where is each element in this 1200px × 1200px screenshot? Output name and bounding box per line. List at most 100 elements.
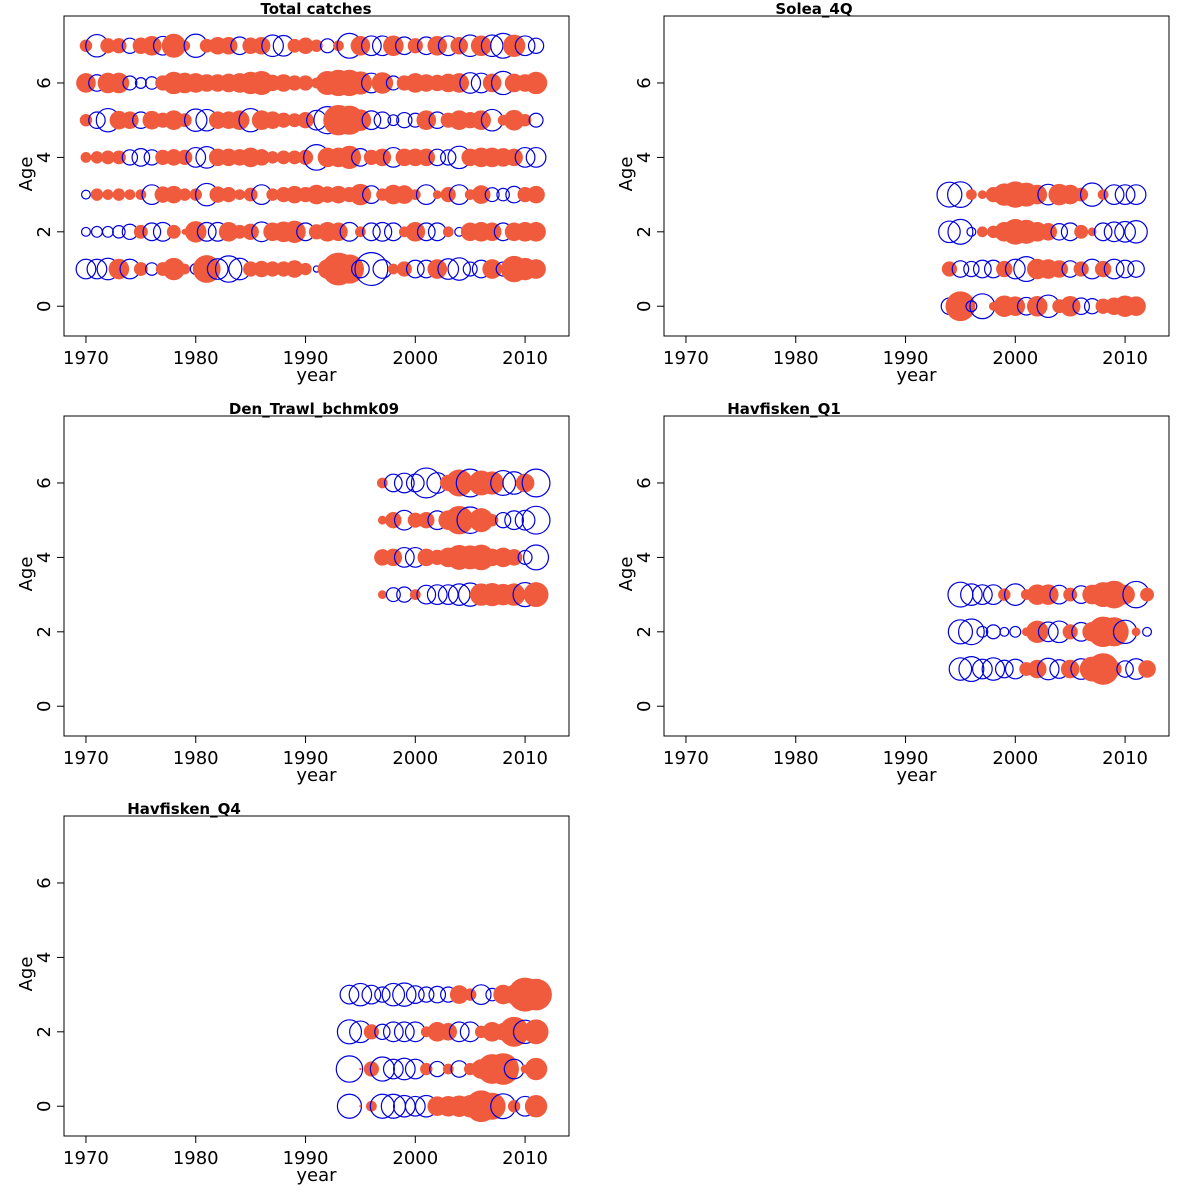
bubble-negative xyxy=(405,985,425,1004)
bubble-negative xyxy=(361,984,382,1005)
bubble-positive xyxy=(100,150,115,165)
bubble-negative xyxy=(484,187,500,203)
y-tick-label: 2 xyxy=(34,1026,55,1037)
y-tick-label: 2 xyxy=(34,226,55,237)
x-tick-label: 2010 xyxy=(1102,348,1148,369)
bubble-positive xyxy=(502,34,526,57)
bubble-negative xyxy=(261,34,284,58)
bubble-positive xyxy=(1138,660,1156,678)
bubble-positive xyxy=(463,988,477,1001)
bubble-positive xyxy=(142,110,162,130)
bubble-positive xyxy=(263,111,282,129)
bubble-negative xyxy=(383,473,403,493)
bubble-positive xyxy=(242,223,259,241)
y-tick-label: 6 xyxy=(34,77,55,88)
bubble-negative xyxy=(428,148,447,167)
bubble-negative xyxy=(361,110,382,131)
bubble-positive xyxy=(253,149,270,166)
bubble-negative xyxy=(339,984,360,1005)
x-tick-label: 1990 xyxy=(283,748,329,769)
bubble-negative xyxy=(528,112,544,128)
bubble-positive xyxy=(526,259,546,279)
bubble-negative xyxy=(1093,222,1113,242)
bubble-positive xyxy=(499,1016,529,1047)
bubble-positive xyxy=(449,985,469,1004)
bubble-positive xyxy=(444,505,474,535)
bubble-positive xyxy=(348,71,373,95)
x-tick-label: 2010 xyxy=(502,748,548,769)
bubble-negative xyxy=(362,222,381,242)
x-axis-label: year xyxy=(896,365,937,386)
x-tick-label: 2010 xyxy=(502,348,548,369)
bubble-negative xyxy=(994,659,1014,679)
bubble-negative xyxy=(490,469,517,496)
bubble-negative xyxy=(938,220,961,244)
bubble-positive xyxy=(524,1057,548,1081)
bubble-negative xyxy=(1103,221,1125,243)
bubble-positive xyxy=(253,260,270,278)
x-tick-label: 2010 xyxy=(502,1148,548,1169)
bubble-negative xyxy=(426,584,448,606)
bubble-negative xyxy=(381,982,406,1007)
bubble-positive xyxy=(976,226,988,238)
bubble-positive xyxy=(482,259,502,279)
bubble-negative xyxy=(470,984,492,1006)
bubble-negative xyxy=(1103,184,1125,206)
bubble-positive xyxy=(218,222,239,242)
bubble-positive xyxy=(471,185,491,204)
bubble-positive xyxy=(163,110,184,130)
bubble-layer xyxy=(374,467,551,608)
y-tick-label: 4 xyxy=(634,152,655,163)
x-tick-label: 2000 xyxy=(392,1148,438,1169)
y-tick-label: 6 xyxy=(34,877,55,888)
bubble-positive xyxy=(945,291,976,322)
bubble-negative xyxy=(369,1093,395,1119)
bubble-negative xyxy=(440,149,457,166)
bubble-positive xyxy=(363,1061,379,1077)
bubble-negative xyxy=(75,258,97,280)
bubble-positive xyxy=(112,188,126,201)
bubble-positive xyxy=(133,262,148,276)
chart-panel-5: Havfisken_Q4 1970 1980 1990 2000 2010 0 2 4 6 year… xyxy=(16,800,570,1186)
x-tick-label: 1970 xyxy=(663,748,709,769)
x-tick-label: 1990 xyxy=(283,1148,329,1169)
x-tick-label: 1980 xyxy=(173,348,219,369)
bubble-positive xyxy=(234,189,246,200)
bubble-negative xyxy=(183,108,208,132)
bubble-negative xyxy=(374,1023,391,1041)
bubble-positive xyxy=(480,471,504,495)
bubble-positive xyxy=(396,261,412,277)
bubble-positive xyxy=(395,185,414,204)
bubble-positive xyxy=(310,39,323,52)
bubble-positive xyxy=(359,1067,362,1071)
bubble-negative xyxy=(521,468,551,498)
bubble-positive xyxy=(221,187,237,203)
plot-frame xyxy=(663,415,1170,737)
bubble-negative xyxy=(936,181,963,208)
x-tick-label: 1990 xyxy=(883,348,929,369)
bubble-negative xyxy=(385,587,401,603)
y-tick-label: 4 xyxy=(34,552,55,563)
bubble-positive xyxy=(518,113,532,127)
bubble-negative xyxy=(131,148,151,167)
bubble-negative xyxy=(437,258,460,280)
bubble-positive xyxy=(487,1053,519,1085)
bubble-layer xyxy=(947,580,1156,685)
bubble-negative xyxy=(462,261,478,277)
bubble-negative xyxy=(196,221,217,242)
bubble-positive xyxy=(377,590,387,599)
bubble-positive xyxy=(184,221,207,243)
bubble-positive xyxy=(135,189,147,200)
bubble-positive xyxy=(445,469,473,497)
bubble-negative xyxy=(447,257,472,281)
y-tick-label: 6 xyxy=(634,477,655,488)
bubble-negative xyxy=(369,1056,395,1082)
bubble-positive xyxy=(1099,617,1129,647)
bubble-positive xyxy=(407,38,423,54)
bubble-negative xyxy=(396,111,413,129)
chart-panel-4: Havfisken_Q1 1970 1980 1990 2000 2010 0 2 4 6 year… xyxy=(616,400,1170,786)
bubble-positive xyxy=(503,109,525,131)
x-tick-label: 1980 xyxy=(773,748,819,769)
bubble-positive xyxy=(377,515,387,525)
bubble-positive xyxy=(333,40,344,52)
